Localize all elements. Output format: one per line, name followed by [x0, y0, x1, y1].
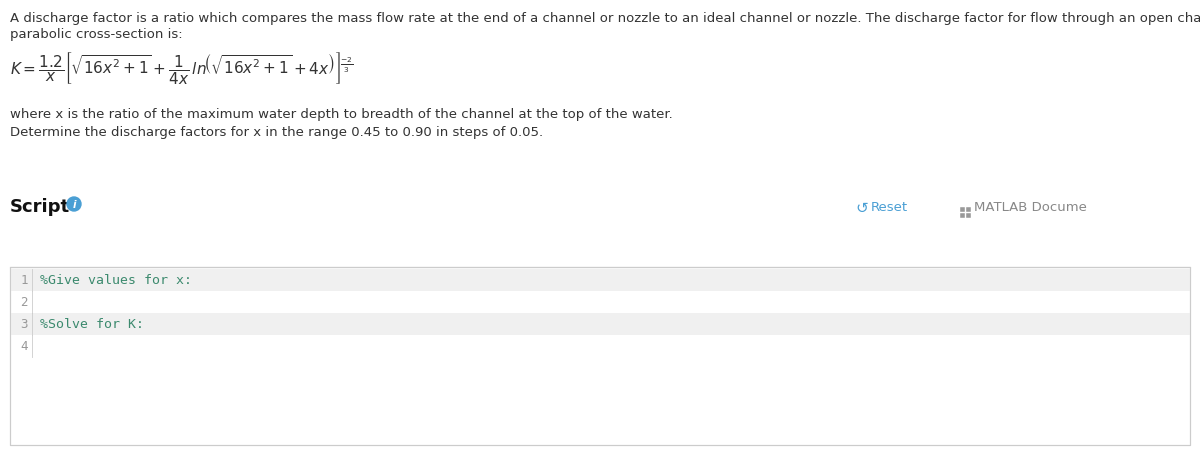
Text: 4: 4 — [20, 340, 28, 353]
Text: Reset: Reset — [871, 201, 908, 213]
Text: 2: 2 — [20, 296, 28, 309]
Bar — [960, 207, 965, 212]
Bar — [960, 213, 965, 218]
Circle shape — [67, 197, 82, 212]
Text: MATLAB Docume: MATLAB Docume — [974, 201, 1087, 213]
Text: i: i — [72, 200, 76, 210]
Text: Script: Script — [10, 197, 70, 216]
Text: where x is the ratio of the maximum water depth to breadth of the channel at the: where x is the ratio of the maximum wate… — [10, 108, 673, 121]
Text: %Solve for K:: %Solve for K: — [40, 318, 144, 331]
Text: %Give values for x:: %Give values for x: — [40, 274, 192, 287]
Text: Determine the discharge factors for x in the range 0.45 to 0.90 in steps of 0.05: Determine the discharge factors for x in… — [10, 126, 544, 139]
Bar — [10, 269, 1190, 291]
Text: 1: 1 — [20, 274, 28, 287]
Text: $K = \dfrac{1.2}{x}\left[\sqrt{16x^2+1}+\dfrac{1}{4x}\,\mathit{ln}\!\left(\sqrt{: $K = \dfrac{1.2}{x}\left[\sqrt{16x^2+1}+… — [10, 50, 353, 86]
Text: parabolic cross-section is:: parabolic cross-section is: — [10, 28, 182, 41]
Bar — [10, 268, 1190, 445]
Bar — [966, 207, 971, 212]
Text: 3: 3 — [20, 318, 28, 331]
Bar — [966, 213, 971, 218]
Bar — [10, 268, 1190, 445]
Text: A discharge factor is a ratio which compares the mass flow rate at the end of a : A discharge factor is a ratio which comp… — [10, 12, 1200, 25]
Text: ↺: ↺ — [854, 201, 868, 216]
Bar — [10, 313, 1190, 335]
